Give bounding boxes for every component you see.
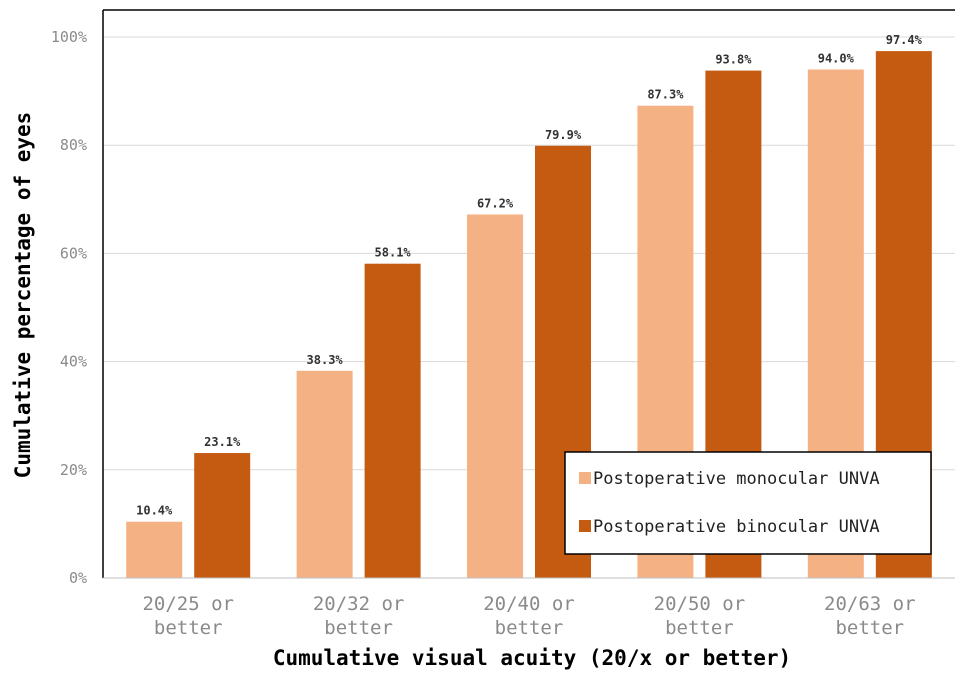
x-axis-title: Cumulative visual acuity (20/x or better… (273, 646, 791, 670)
data-label: 87.3% (647, 88, 684, 102)
y-tick-label: 40% (60, 353, 87, 371)
y-tick-label: 80% (60, 136, 87, 154)
data-label: 10.4% (136, 504, 173, 518)
data-label: 58.1% (375, 246, 412, 260)
x-tick-label: 20/50 or (654, 593, 746, 615)
data-labels: 10.4% 23.1% 38.3% 58.1% 67.2% 79.9% 87.3% 93.8%… (136, 33, 922, 518)
data-label: 93.8% (715, 53, 752, 67)
data-label: 23.1% (204, 435, 241, 449)
data-label: 38.3% (307, 353, 344, 367)
y-tick-label: 20% (60, 461, 87, 479)
y-axis-title: Cumulative percentage of eyes (11, 112, 35, 479)
legend-swatch (579, 520, 591, 532)
x-tick-label: 20/40 or (483, 593, 575, 615)
y-tick-label: 60% (60, 244, 87, 262)
data-label: 67.2% (477, 196, 514, 210)
x-tick-label: 20/25 or (142, 593, 234, 615)
bar (467, 214, 523, 579)
x-tick-label: 20/32 or (313, 593, 405, 615)
bar (126, 521, 183, 578)
x-tick-label: 20/63 or (824, 593, 916, 615)
bar (194, 453, 251, 578)
legend-box (564, 451, 932, 555)
legend-label: Postoperative monocular UNVA (593, 469, 880, 489)
y-tick-label: 100% (51, 28, 87, 46)
data-label: 97.4% (886, 33, 923, 47)
legend: Postoperative monocular UNVA Postoperativ… (564, 451, 932, 555)
bar (296, 370, 353, 578)
data-label: 94.0% (818, 52, 855, 66)
x-tick-label: better (324, 617, 393, 639)
legend-label: Postoperative binocular UNVA (593, 517, 880, 537)
legend-swatch (579, 472, 591, 484)
x-tick-label: better (495, 617, 564, 639)
x-tick-label: better (154, 617, 223, 639)
bar (364, 263, 421, 578)
x-tick-label: better (665, 617, 734, 639)
y-tick-label: 0% (69, 569, 87, 587)
x-tick-label: better (835, 617, 904, 639)
data-label: 79.9% (545, 128, 582, 142)
